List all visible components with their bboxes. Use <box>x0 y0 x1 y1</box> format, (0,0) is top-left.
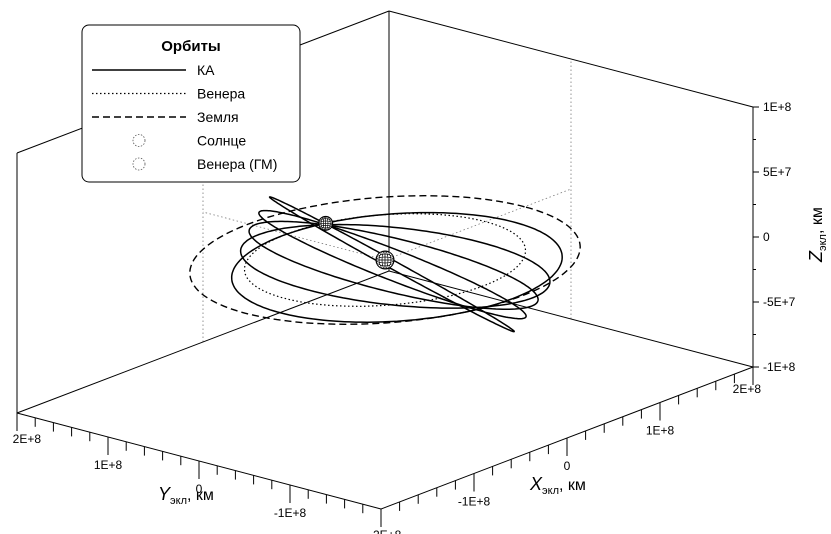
z-tick-label: 0 <box>763 230 770 244</box>
z-tick-label: -1E+8 <box>763 360 796 374</box>
y-axis-title: Yэкл, км <box>158 484 214 507</box>
legend-entry: Венера <box>92 86 245 102</box>
wall-top-right <box>388 10 754 108</box>
z-tick-label: 1E+8 <box>763 100 792 114</box>
legend-swatch-sphere <box>132 157 146 171</box>
legend-title: Орбиты <box>161 38 220 55</box>
legend-entry: Солнце <box>132 133 246 149</box>
legend: Орбиты КА Венера Земля Солнце Венера (ГМ) <box>81 24 301 183</box>
venus-ga-marker <box>318 215 334 231</box>
x-tick-label: 0 <box>564 459 571 473</box>
z-axis-title: Zэкл, км <box>806 207 829 263</box>
y-tick-label: 1E+8 <box>94 458 123 472</box>
legend-entry: Венера (ГМ) <box>132 156 277 172</box>
sun-marker <box>375 250 395 270</box>
x-tick-label: 2E+8 <box>733 382 762 396</box>
legend-label: КА <box>197 62 215 78</box>
spacecraft-orbit-1 <box>230 211 563 323</box>
x-axis-title: Xэкл, км <box>529 474 586 497</box>
legend-entry: КА <box>92 62 215 78</box>
floor-edge-x-back <box>16 270 390 414</box>
legend-swatch-sphere <box>132 134 146 147</box>
legend-label: Солнце <box>197 133 246 149</box>
orbit-series <box>189 194 581 333</box>
y-tick-label: -1E+8 <box>274 506 307 520</box>
y-tick-label: 0 <box>196 482 203 496</box>
x-tick-label: 1E+8 <box>646 424 675 438</box>
spacecraft-orbit-2 <box>239 223 551 309</box>
legend-label: Венера (ГМ) <box>197 156 277 172</box>
earth-orbit <box>189 194 581 326</box>
spacecraft-orbit-3 <box>248 220 539 310</box>
legend-entry: Земля <box>92 109 239 125</box>
guide-to-back-wall <box>202 211 386 261</box>
spacecraft-orbit-5 <box>268 196 515 333</box>
z-tick-label: -5E+7 <box>763 295 796 309</box>
axis-ticks: 1E+85E+70-5E+7-1E+81E+80-1E+82E+82E+81E+… <box>13 100 796 534</box>
floor-edge-y-back <box>388 270 754 368</box>
y-tick-label: 2E+8 <box>13 432 42 446</box>
y-tick-label: -2E+8 <box>369 528 402 534</box>
z-tick-label: 5E+7 <box>763 165 792 179</box>
body-markers <box>318 215 395 270</box>
guide-to-right-wall <box>384 188 572 261</box>
legend-label: Земля <box>197 109 239 125</box>
legend-label: Венера <box>197 86 245 102</box>
x-tick-label: -1E+8 <box>458 495 491 509</box>
axis-labels: Yэкл, км Xэкл, км Zэкл, км <box>158 207 829 507</box>
